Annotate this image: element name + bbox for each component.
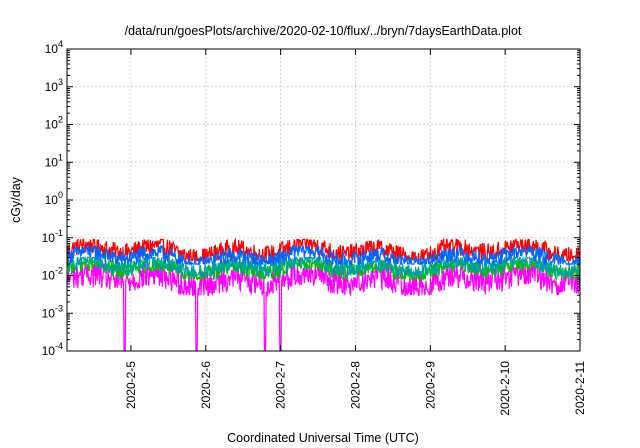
- x-tick-label: 2020-2-10: [498, 361, 512, 416]
- ticks: [67, 48, 581, 352]
- y-tick-exponent: 4: [58, 39, 63, 49]
- x-tick-labels: 2020-2-5 2020-2-6 2020-2-7 2020-2-8 2020-2-9…: [124, 361, 587, 416]
- y-tick-exponent: -4: [55, 341, 63, 351]
- y-tick-base: 10: [42, 344, 56, 358]
- y-tick-exponent: -1: [55, 228, 63, 238]
- y-tick-exponent: -3: [55, 303, 63, 313]
- y-tick-base: 10: [42, 231, 56, 245]
- y-tick-label: 100: [45, 190, 63, 207]
- data-series: [66, 237, 581, 352]
- y-tick-base: 10: [42, 306, 56, 320]
- series-line: [66, 255, 581, 278]
- x-tick-label: 2020-2-5: [124, 361, 138, 409]
- y-axis-label: cGy/day: [9, 176, 23, 223]
- y-tick-base: 10: [45, 155, 59, 169]
- y-tick-exponent: 1: [58, 152, 63, 162]
- x-tick-label: 2020-2-9: [423, 361, 437, 409]
- y-tick-label: 104: [45, 39, 63, 56]
- x-tick-label: 2020-2-7: [274, 361, 288, 409]
- x-tick-label: 2020-2-11: [573, 361, 587, 415]
- y-tick-exponent: -2: [55, 266, 63, 276]
- y-tick-exponent: 3: [58, 77, 63, 87]
- y-tick-exponent: 0: [58, 190, 63, 200]
- y-tick-base: 10: [45, 193, 59, 207]
- x-axis-label: Coordinated Universal Time (UTC): [227, 431, 419, 445]
- y-tick-label: 10-3: [42, 303, 63, 320]
- series-line: [66, 244, 581, 267]
- y-tick-base: 10: [42, 269, 56, 283]
- series-line: [66, 262, 581, 352]
- y-tick-label: 10-2: [42, 266, 63, 283]
- grid: [67, 49, 580, 351]
- y-tick-base: 10: [45, 42, 59, 56]
- y-tick-label: 103: [45, 77, 63, 94]
- y-tick-exponent: 2: [58, 115, 63, 125]
- y-tick-label: 101: [45, 152, 63, 169]
- y-tick-label: 102: [45, 115, 63, 132]
- y-tick-base: 10: [45, 118, 59, 132]
- y-tick-base: 10: [45, 80, 59, 94]
- y-tick-label: 10-1: [42, 228, 63, 245]
- x-tick-label: 2020-2-6: [199, 361, 213, 409]
- y-tick-label: 10-4: [42, 341, 63, 358]
- x-tick-label: 2020-2-8: [348, 361, 362, 409]
- chart-title: /data/run/goesPlots/archive/2020-02-10/f…: [125, 24, 522, 38]
